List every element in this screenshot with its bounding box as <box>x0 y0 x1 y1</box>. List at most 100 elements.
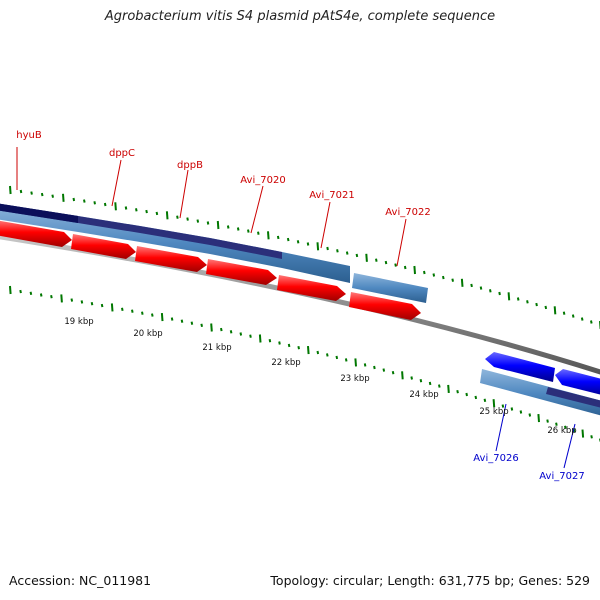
gene-arrow[interactable] <box>0 220 72 247</box>
minor-tick <box>206 221 210 225</box>
accession-label: Accession: <box>9 573 76 588</box>
minor-tick <box>229 330 233 334</box>
minor-tick <box>489 289 492 293</box>
major-tick <box>60 294 63 303</box>
minor-tick <box>297 346 300 350</box>
gene-arrow[interactable] <box>135 246 207 272</box>
gene-arrow[interactable] <box>206 259 277 285</box>
axis-tick-label: 20 kbp <box>133 329 162 339</box>
topology-label: Topology: <box>270 573 329 588</box>
minor-tick <box>590 435 593 439</box>
minor-tick <box>526 300 529 304</box>
minor-tick <box>451 278 454 282</box>
minor-tick <box>571 314 575 318</box>
minor-tick <box>510 407 514 411</box>
gene-arrow[interactable] <box>555 369 600 397</box>
gene-label-dppB[interactable]: dppB <box>177 160 203 171</box>
gene-label-Avi_7027[interactable]: Avi_7027 <box>539 471 584 482</box>
major-tick <box>492 399 496 408</box>
major-tick <box>507 292 511 301</box>
minor-tick <box>501 404 505 408</box>
major-tick <box>216 220 220 230</box>
minor-tick <box>535 302 538 307</box>
minor-tick <box>382 368 386 372</box>
major-tick <box>114 202 117 211</box>
minor-tick <box>100 303 104 308</box>
minor-tick <box>296 240 300 244</box>
minor-tick <box>394 263 397 267</box>
minor-tick <box>419 379 423 383</box>
gene-label-hyuB[interactable]: hyuB <box>16 130 42 141</box>
minor-tick <box>442 275 445 280</box>
major-tick <box>581 429 585 438</box>
minor-tick <box>564 425 567 429</box>
minor-tick <box>72 197 76 202</box>
minor-tick <box>438 384 441 388</box>
gene-arrow[interactable] <box>485 352 555 382</box>
minor-tick <box>428 381 432 386</box>
minor-tick <box>39 293 43 297</box>
minor-tick <box>432 273 436 277</box>
minor-tick <box>29 291 33 295</box>
forward-gene-labels: hyuB dppC dppB Avi_7020 Avi_7021 Avi_702… <box>16 130 430 218</box>
major-tick <box>413 265 416 275</box>
minor-tick <box>249 334 252 338</box>
minor-tick <box>470 283 473 288</box>
gene-arrow[interactable] <box>349 292 421 320</box>
major-tick <box>62 193 65 202</box>
minor-tick <box>170 317 174 321</box>
major-tick <box>160 313 164 322</box>
topology-value: circular <box>332 573 380 588</box>
minor-tick <box>200 323 203 327</box>
minor-tick <box>423 270 426 275</box>
minor-tick <box>590 320 593 324</box>
minor-tick <box>479 286 483 290</box>
major-tick <box>9 285 12 295</box>
gene-arrow[interactable] <box>277 275 346 301</box>
gene-label-Avi_7020[interactable]: Avi_7020 <box>240 175 285 186</box>
minor-tick <box>220 327 223 332</box>
minor-tick <box>80 300 84 304</box>
minor-tick <box>498 291 501 296</box>
axis-tick-label: 24 kbp <box>409 390 438 400</box>
reverse-cds-band-dark <box>546 387 600 408</box>
gene-label-Avi_7021[interactable]: Avi_7021 <box>309 190 354 201</box>
minor-tick <box>247 229 250 233</box>
minor-tick <box>51 194 54 198</box>
major-tick <box>110 303 114 312</box>
sequence-summary: Topology: circular; Length: 631,775 bp; … <box>270 573 590 588</box>
minor-tick <box>363 363 367 367</box>
minor-tick <box>70 298 74 302</box>
minor-tick <box>124 206 128 210</box>
major-tick <box>210 323 213 332</box>
gene-label-Avi_7026[interactable]: Avi_7026 <box>473 453 518 464</box>
gene-label-Avi_7022[interactable]: Avi_7022 <box>385 207 430 218</box>
minor-tick <box>391 371 395 375</box>
major-tick <box>537 414 540 423</box>
reverse-gene-labels: Avi_7026 Avi_7027 <box>473 453 584 482</box>
axis-tick-label: 25 kbp <box>479 407 508 417</box>
minor-tick <box>90 302 94 306</box>
gene-arrow[interactable] <box>71 234 136 259</box>
minor-tick <box>83 199 86 203</box>
length-label: Length: <box>387 573 435 588</box>
axis-labels: 19 kbp 20 kbp 21 kbp 22 kbp 23 kbp 24 kb… <box>64 317 576 436</box>
accession-value: NC_011981 <box>79 573 152 588</box>
minor-tick <box>306 242 310 246</box>
gene-label-dppC[interactable]: dppC <box>109 148 135 159</box>
minor-tick <box>286 237 290 242</box>
reverse-gene-track <box>480 352 600 416</box>
axis-tick-label: 19 kbp <box>64 317 93 327</box>
inner-tick-marks <box>9 285 600 442</box>
page-title: Agrobacterium vitis S4 plasmid pAtS4e, c… <box>104 9 496 24</box>
minor-tick <box>355 253 359 258</box>
minor-tick <box>516 297 520 301</box>
minor-tick <box>50 295 53 299</box>
minor-tick <box>483 398 487 402</box>
major-tick <box>401 371 404 380</box>
minor-tick <box>236 227 240 231</box>
outer-tick-marks <box>9 185 600 330</box>
minor-tick <box>335 355 339 360</box>
minor-tick <box>580 317 584 321</box>
